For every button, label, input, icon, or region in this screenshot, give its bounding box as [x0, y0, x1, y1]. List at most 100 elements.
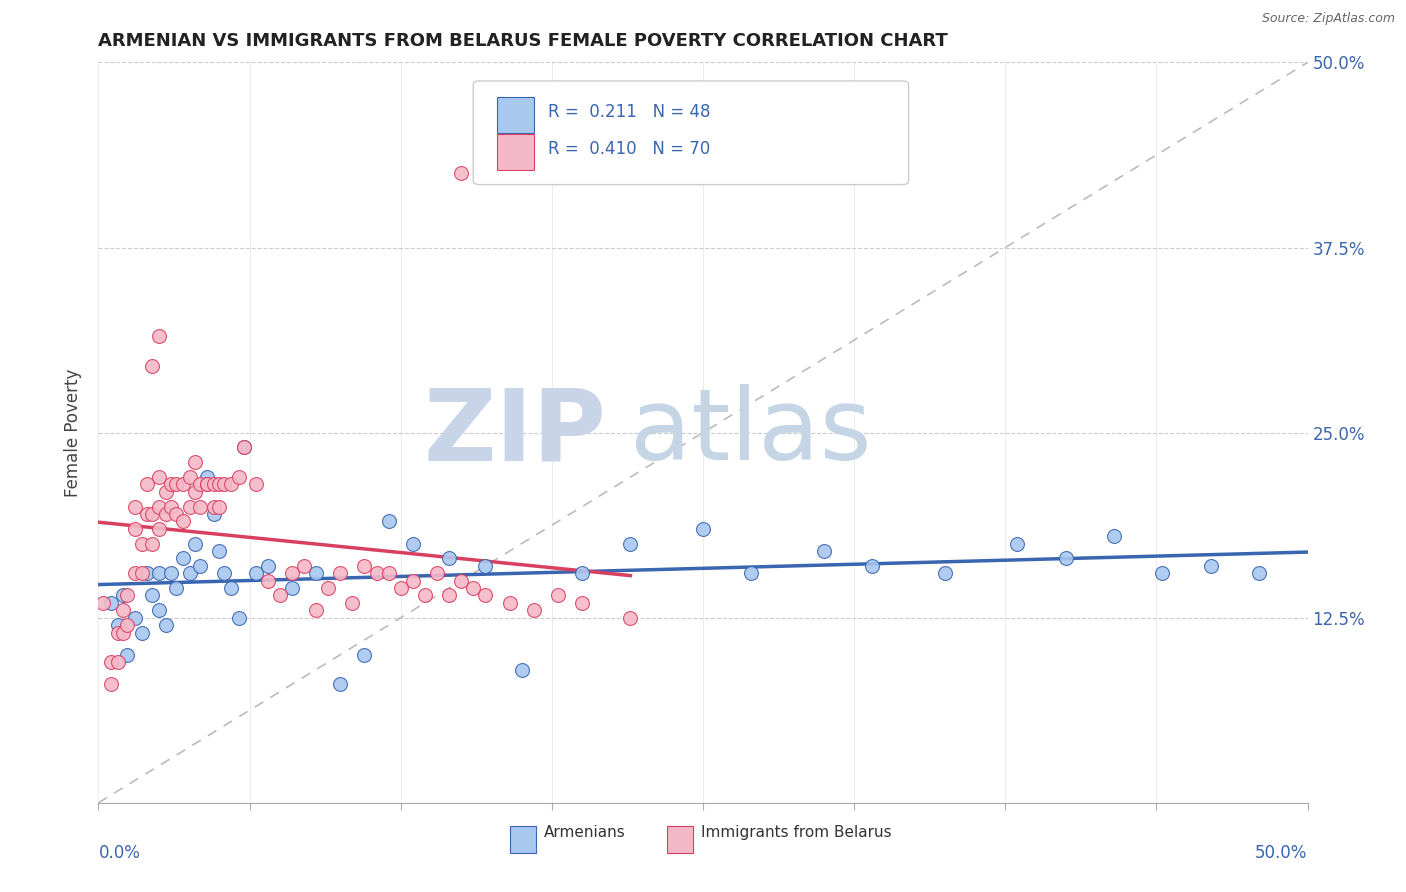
Point	[450, 574, 472, 588]
Point	[148, 522, 170, 536]
Point	[195, 477, 218, 491]
Point	[934, 566, 956, 581]
Point	[188, 500, 211, 514]
Point	[740, 566, 762, 581]
Point	[329, 677, 352, 691]
Point	[172, 551, 194, 566]
Point	[281, 566, 304, 581]
Point	[245, 566, 267, 581]
Point	[195, 470, 218, 484]
Point	[571, 596, 593, 610]
Point	[179, 500, 201, 514]
FancyBboxPatch shape	[666, 827, 693, 853]
Point	[450, 166, 472, 180]
Point	[188, 558, 211, 573]
Point	[100, 655, 122, 669]
Point	[1199, 558, 1222, 573]
Point	[377, 515, 399, 529]
Point	[195, 477, 218, 491]
Text: ARMENIAN VS IMMIGRANTS FROM BELARUS FEMALE POVERTY CORRELATION CHART: ARMENIAN VS IMMIGRANTS FROM BELARUS FEMA…	[98, 32, 948, 50]
Point	[131, 536, 153, 550]
Point	[510, 663, 533, 677]
Point	[281, 581, 304, 595]
Point	[523, 603, 546, 617]
Point	[148, 566, 170, 581]
Point	[107, 625, 129, 640]
Point	[208, 500, 231, 514]
Point	[437, 551, 460, 566]
Point	[208, 477, 231, 491]
Point	[135, 507, 157, 521]
Point	[155, 507, 177, 521]
Point	[107, 618, 129, 632]
Point	[329, 566, 352, 581]
Point	[413, 589, 436, 603]
Point	[245, 477, 267, 491]
Point	[184, 455, 207, 469]
Point	[111, 589, 134, 603]
Point	[117, 589, 139, 603]
Point	[179, 470, 201, 484]
Point	[91, 596, 114, 610]
Point	[184, 536, 207, 550]
Point	[141, 536, 163, 550]
Point	[269, 589, 291, 603]
Point	[353, 648, 375, 662]
Point	[389, 581, 412, 595]
Point	[256, 574, 278, 588]
Point	[366, 566, 388, 581]
Point	[474, 589, 496, 603]
Point	[117, 618, 139, 632]
Point	[305, 603, 328, 617]
Text: R =  0.410   N = 70: R = 0.410 N = 70	[548, 139, 710, 158]
Point	[228, 470, 250, 484]
Point	[212, 477, 235, 491]
Point	[141, 507, 163, 521]
Point	[463, 581, 485, 595]
Point	[1249, 566, 1271, 581]
Point	[155, 618, 177, 632]
Point	[813, 544, 835, 558]
Point	[204, 500, 226, 514]
Point	[141, 589, 163, 603]
Point	[232, 441, 254, 455]
Point	[172, 515, 194, 529]
Text: 50.0%: 50.0%	[1256, 844, 1308, 862]
Point	[292, 558, 315, 573]
Point	[124, 610, 146, 624]
Point	[860, 558, 883, 573]
Point	[402, 574, 425, 588]
Point	[148, 470, 170, 484]
FancyBboxPatch shape	[498, 97, 534, 133]
FancyBboxPatch shape	[509, 827, 536, 853]
Point	[111, 625, 134, 640]
Text: Immigrants from Belarus: Immigrants from Belarus	[700, 825, 891, 840]
Point	[131, 566, 153, 581]
Point	[377, 566, 399, 581]
Point	[124, 522, 146, 536]
Point	[160, 477, 183, 491]
Point	[100, 677, 122, 691]
Point	[474, 558, 496, 573]
Point	[135, 477, 157, 491]
Point	[256, 558, 278, 573]
Point	[124, 566, 146, 581]
Point	[155, 484, 177, 499]
Point	[498, 596, 520, 610]
Point	[165, 507, 187, 521]
Point	[619, 536, 641, 550]
Point	[172, 477, 194, 491]
Point	[1102, 529, 1125, 543]
Point	[107, 655, 129, 669]
Text: R =  0.211   N = 48: R = 0.211 N = 48	[548, 103, 710, 120]
Text: Source: ZipAtlas.com: Source: ZipAtlas.com	[1261, 12, 1395, 25]
Point	[148, 329, 170, 343]
Point	[1007, 536, 1029, 550]
Point	[221, 581, 243, 595]
Point	[208, 544, 231, 558]
Text: ZIP: ZIP	[423, 384, 606, 481]
Point	[188, 477, 211, 491]
Point	[402, 536, 425, 550]
Point	[165, 477, 187, 491]
Point	[160, 500, 183, 514]
